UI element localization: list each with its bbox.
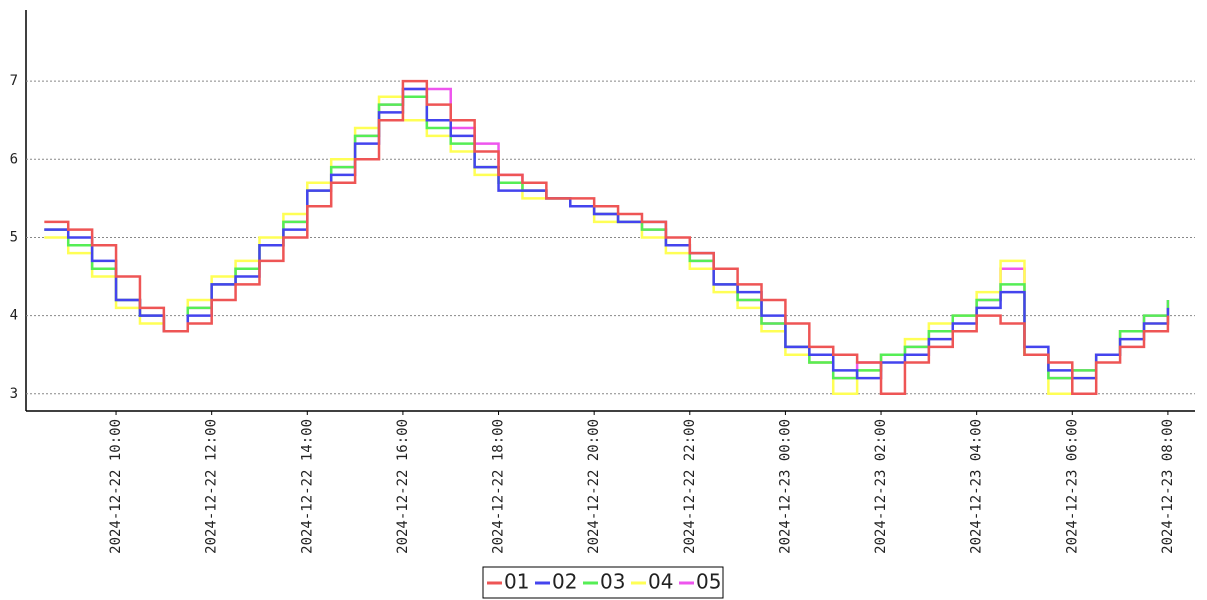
- series-line: [44, 79, 1170, 396]
- series-line: [44, 87, 1170, 380]
- legend-label: 04: [648, 570, 673, 594]
- legend-label: 05: [696, 570, 721, 594]
- y-tick-label: 4: [10, 308, 18, 324]
- y-tick-label: 3: [10, 386, 18, 402]
- x-tick-label: 2024-12-22 20:00: [586, 419, 602, 554]
- series-line: [44, 87, 1170, 380]
- x-tick-label: 2024-12-22 18:00: [491, 419, 507, 554]
- x-tick-label: 2024-12-22 14:00: [299, 419, 315, 554]
- x-tick-label: 2024-12-22 12:00: [204, 419, 220, 554]
- x-tick-label: 2024-12-22 16:00: [395, 419, 411, 554]
- legend-label: 02: [552, 570, 577, 594]
- y-tick-label: 6: [10, 151, 18, 167]
- legend: 01 02 03 04 05: [482, 566, 724, 599]
- y-tick-label: 5: [10, 229, 18, 245]
- y-tick-label: 7: [10, 73, 18, 89]
- x-tick-label: 2024-12-23 04:00: [969, 419, 985, 554]
- x-tick-label: 2024-12-23 02:00: [873, 419, 889, 554]
- legend-label: 01: [504, 570, 529, 594]
- x-tick-label: 2024-12-23 00:00: [777, 419, 793, 554]
- legend-label: 03: [600, 570, 625, 594]
- x-tick-label: 2024-12-22 22:00: [682, 419, 698, 554]
- x-tick-label: 2024-12-22 10:00: [108, 419, 124, 554]
- series-line: [44, 95, 1170, 396]
- x-tick-label: 2024-12-23 08:00: [1160, 419, 1176, 554]
- x-tick-label: 2024-12-23 06:00: [1064, 419, 1080, 554]
